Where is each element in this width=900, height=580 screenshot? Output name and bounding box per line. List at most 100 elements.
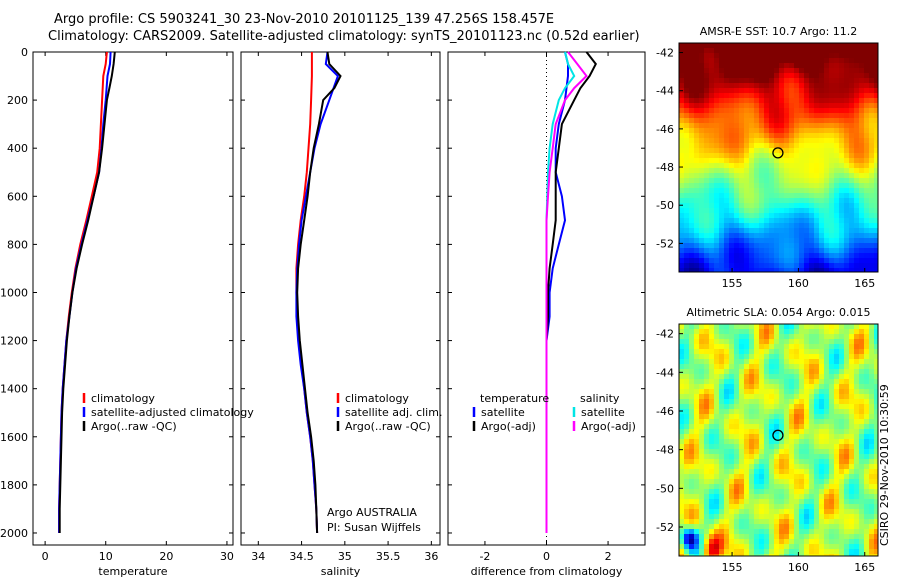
- sla_map-field-cell: [764, 514, 769, 519]
- sla_map-field-cell: [794, 524, 799, 529]
- sst_map-field-cell: [774, 123, 779, 128]
- sst_map-field-cell: [844, 203, 849, 208]
- sst_map-field-cell: [774, 43, 779, 48]
- sla_map-field-cell: [799, 389, 804, 394]
- sla_map-field-cell: [819, 344, 824, 349]
- sst_map-field-cell: [764, 198, 769, 203]
- sla_map-field-cell: [694, 354, 699, 359]
- sst_map-field-cell: [749, 218, 754, 223]
- sst_map-field-cell: [834, 113, 839, 118]
- sla_map-field-cell: [679, 494, 684, 499]
- sst_map-field-cell: [834, 68, 839, 73]
- sst_map-field-cell: [764, 58, 769, 63]
- sla_map-field-cell: [764, 509, 769, 514]
- sla_map-field-cell: [784, 374, 789, 379]
- sla_map-field-cell: [754, 329, 759, 334]
- sst_map-field-cell: [764, 178, 769, 183]
- sla_map-field-cell: [809, 409, 814, 414]
- sst_map-field-cell: [724, 253, 729, 258]
- sla_map-field-cell: [749, 524, 754, 529]
- sst_map-field-cell: [779, 213, 784, 218]
- sla_map-field-cell: [744, 534, 749, 539]
- sla_map-field-cell: [699, 444, 704, 449]
- sla_map-field-cell: [709, 544, 714, 549]
- sst_map-field-cell: [839, 83, 844, 88]
- sst_map-field-cell: [874, 263, 878, 268]
- sla_map-field-cell: [819, 459, 824, 464]
- sla_map-field-cell: [734, 334, 739, 339]
- sla_map-field-cell: [709, 484, 714, 489]
- sst_map-field-cell: [824, 53, 829, 58]
- sst_map-field-cell: [809, 238, 814, 243]
- sst_map-field-cell: [804, 158, 809, 163]
- sla_map-field-cell: [769, 449, 774, 454]
- sla_map-field-cell: [869, 534, 874, 539]
- sla_map-field-cell: [864, 419, 869, 424]
- sla_map-field-cell: [749, 339, 754, 344]
- sst_map-field-cell: [704, 168, 709, 173]
- sst_map-field-cell: [814, 163, 819, 168]
- sla_map-field-cell: [754, 429, 759, 434]
- sst_map-field-cell: [819, 258, 824, 263]
- sst_map-field-cell: [679, 248, 684, 253]
- sla_map-field-cell: [764, 539, 769, 544]
- sst_map-field-cell: [679, 128, 684, 133]
- sla_map-xtick-label: 165: [854, 561, 875, 574]
- sst_map-field-cell: [774, 153, 779, 158]
- sla_map-field-cell: [754, 349, 759, 354]
- sla_map-field-cell: [829, 474, 834, 479]
- sst_map-field-cell: [804, 98, 809, 103]
- sst_map-field-cell: [854, 263, 859, 268]
- sst_map-field-cell: [804, 218, 809, 223]
- sla_map-field-cell: [839, 514, 844, 519]
- sst_map-field-cell: [864, 78, 869, 83]
- sla_map-field-cell: [769, 329, 774, 334]
- sla_map-field-cell: [769, 359, 774, 364]
- sla_map-field-cell: [774, 409, 779, 414]
- sla_map-field-cell: [844, 369, 849, 374]
- sla_map-field-cell: [744, 504, 749, 509]
- sla_map-field-cell: [849, 544, 854, 549]
- sst_map-field-cell: [709, 78, 714, 83]
- sla_map-field-cell: [794, 344, 799, 349]
- sst_map-field-cell: [764, 88, 769, 93]
- sla_map-field-cell: [844, 499, 849, 504]
- sla_map-field-cell: [679, 479, 684, 484]
- sla_map-field-cell: [679, 549, 684, 554]
- sla_map-field-cell: [749, 434, 754, 439]
- sst_map-field-cell: [729, 93, 734, 98]
- sla_map-field-cell: [764, 524, 769, 529]
- sst_map-field-cell: [739, 178, 744, 183]
- sla_map-field-cell: [799, 404, 804, 409]
- sst_map-field-cell: [784, 78, 789, 83]
- sla_map-field-cell: [734, 339, 739, 344]
- sla_map-field-cell: [839, 444, 844, 449]
- sst_map-field-cell: [709, 238, 714, 243]
- sla_map-field-cell: [824, 324, 829, 329]
- sla_map-field-cell: [854, 439, 859, 444]
- sla_map-field-cell: [769, 464, 774, 469]
- sla_map-field-cell: [704, 499, 709, 504]
- sst_map-field-cell: [814, 43, 819, 48]
- sla_map-field-cell: [809, 444, 814, 449]
- sla_map-field-cell: [679, 399, 684, 404]
- sst_map-field-cell: [859, 133, 864, 138]
- sst_map-field-cell: [804, 258, 809, 263]
- sla_map-field-cell: [854, 429, 859, 434]
- sla_map-field-cell: [844, 404, 849, 409]
- sst_map-field-cell: [759, 203, 764, 208]
- sst_map-field-cell: [694, 198, 699, 203]
- sst_map-field-cell: [679, 173, 684, 178]
- sla_map-field-cell: [719, 489, 724, 494]
- sst_map-field-cell: [689, 78, 694, 83]
- sst_map-field-cell: [754, 138, 759, 143]
- sst_map-field-cell: [684, 258, 689, 263]
- sla_map-field-cell: [744, 464, 749, 469]
- sla_map-field-cell: [739, 359, 744, 364]
- sla_map-field-cell: [719, 354, 724, 359]
- sla_map-field-cell: [679, 499, 684, 504]
- sla_map-field-cell: [719, 379, 724, 384]
- sla_map-field-cell: [819, 354, 824, 359]
- sla_map-field-cell: [769, 419, 774, 424]
- sla_map-field-cell: [864, 554, 869, 556]
